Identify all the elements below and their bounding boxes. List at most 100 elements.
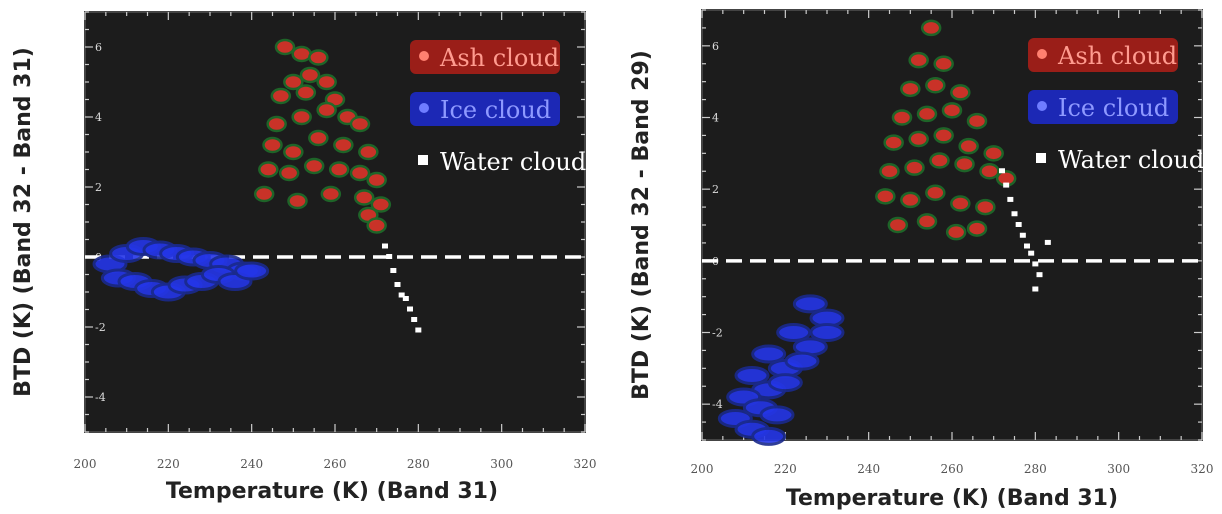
chart-panel-1: 6420-2-4200220240260280300320Temperature… xyxy=(11,11,597,504)
series-water-cloud xyxy=(999,168,1051,292)
data-point xyxy=(370,196,392,213)
y-tick-label: -4 xyxy=(95,391,106,404)
y-tick-label: 6 xyxy=(712,40,719,53)
data-point xyxy=(1015,222,1022,227)
data-point xyxy=(950,84,971,101)
data-point xyxy=(999,168,1005,174)
y-axis-label: BTD (K) (Band 32 - Band 31) xyxy=(11,47,36,397)
data-point xyxy=(274,38,296,56)
data-point xyxy=(366,217,387,234)
data-point xyxy=(933,55,954,72)
series-ice-cloud xyxy=(717,294,845,446)
blue-circle-icon xyxy=(419,103,429,113)
data-point xyxy=(950,195,971,212)
data-point xyxy=(900,191,921,209)
data-point xyxy=(415,327,422,333)
data-point xyxy=(751,344,787,364)
x-tick-label: 200 xyxy=(74,457,97,471)
data-point xyxy=(1019,232,1026,238)
data-point xyxy=(386,254,393,259)
data-point xyxy=(933,127,954,144)
data-point xyxy=(883,134,904,151)
data-point xyxy=(308,129,329,147)
y-tick-label: 2 xyxy=(712,183,719,196)
white-square-icon xyxy=(1036,153,1046,163)
data-point xyxy=(291,108,312,126)
data-point xyxy=(891,109,913,126)
data-point xyxy=(920,19,942,37)
legend-ice-highlight xyxy=(1028,90,1178,124)
legend-ice-highlight xyxy=(410,92,560,126)
data-point xyxy=(734,366,770,385)
data-point xyxy=(1044,239,1051,245)
data-point xyxy=(1032,286,1039,292)
series-ice-cloud xyxy=(92,237,270,302)
red-circle-icon xyxy=(419,51,429,61)
data-point xyxy=(262,136,283,154)
x-tick-label: 320 xyxy=(1191,462,1214,476)
data-point xyxy=(407,306,413,312)
x-tick-label: 220 xyxy=(157,457,180,471)
data-point xyxy=(411,317,418,322)
data-point xyxy=(349,115,371,133)
data-point xyxy=(333,136,354,154)
data-point xyxy=(316,73,337,91)
legend-label: Water cloud xyxy=(440,148,586,176)
data-point xyxy=(1003,182,1010,188)
data-point xyxy=(1036,272,1043,278)
legend: Ash cloud Ice cloud Water cloud xyxy=(1028,38,1204,174)
series-ash-cloud xyxy=(253,38,392,234)
y-tick-label: -4 xyxy=(712,398,723,411)
data-point xyxy=(908,51,929,69)
data-point xyxy=(358,143,379,161)
data-point xyxy=(1007,196,1014,202)
white-square-icon xyxy=(418,155,428,165)
data-point xyxy=(983,145,1004,162)
data-point xyxy=(1028,250,1035,256)
data-point xyxy=(1024,243,1030,249)
data-point xyxy=(320,185,342,203)
data-point xyxy=(278,164,300,182)
data-point xyxy=(283,143,304,161)
x-tick-label: 200 xyxy=(691,462,714,476)
data-point xyxy=(328,161,350,178)
series-water-cloud xyxy=(382,243,422,333)
y-tick-label: -2 xyxy=(95,321,106,334)
data-point xyxy=(366,171,387,189)
x-tick-label: 220 xyxy=(774,462,797,476)
legend-label: Ash cloud xyxy=(1057,42,1177,70)
data-point xyxy=(904,159,925,176)
y-axis-label: BTD (K) (Band 32 - Band 29) xyxy=(629,50,654,400)
x-tick-label: 320 xyxy=(574,457,597,471)
y-tick-label: -2 xyxy=(712,327,723,340)
data-point xyxy=(349,164,371,182)
legend-ash-highlight xyxy=(1028,38,1178,72)
data-point xyxy=(875,188,896,205)
data-point xyxy=(1032,261,1039,267)
legend-label: Ash cloud xyxy=(439,44,559,72)
blue-circle-icon xyxy=(1037,101,1047,111)
data-point xyxy=(792,294,828,314)
data-point xyxy=(751,426,787,446)
data-point xyxy=(266,115,287,133)
data-point xyxy=(809,323,845,342)
chart-panel-2: 6420-2-4200220240260280300320Temperature… xyxy=(629,9,1214,511)
data-point xyxy=(908,130,929,148)
data-point xyxy=(966,112,988,130)
y-tick-label: 4 xyxy=(712,112,719,125)
data-point xyxy=(954,155,975,173)
x-tick-label: 240 xyxy=(240,457,263,471)
data-point xyxy=(945,223,967,241)
legend: Ash cloud Ice cloud Water cloud xyxy=(410,40,586,176)
data-point xyxy=(291,45,312,63)
data-point xyxy=(390,268,397,273)
data-point xyxy=(925,184,946,201)
x-axis-label: Temperature (K) (Band 31) xyxy=(166,479,498,504)
x-tick-label: 260 xyxy=(324,457,347,471)
data-point xyxy=(299,66,321,84)
data-point xyxy=(767,373,803,393)
data-point xyxy=(394,282,401,287)
legend-ash-highlight xyxy=(410,40,560,74)
series-ash-cloud xyxy=(875,19,1017,241)
data-point xyxy=(402,296,409,301)
